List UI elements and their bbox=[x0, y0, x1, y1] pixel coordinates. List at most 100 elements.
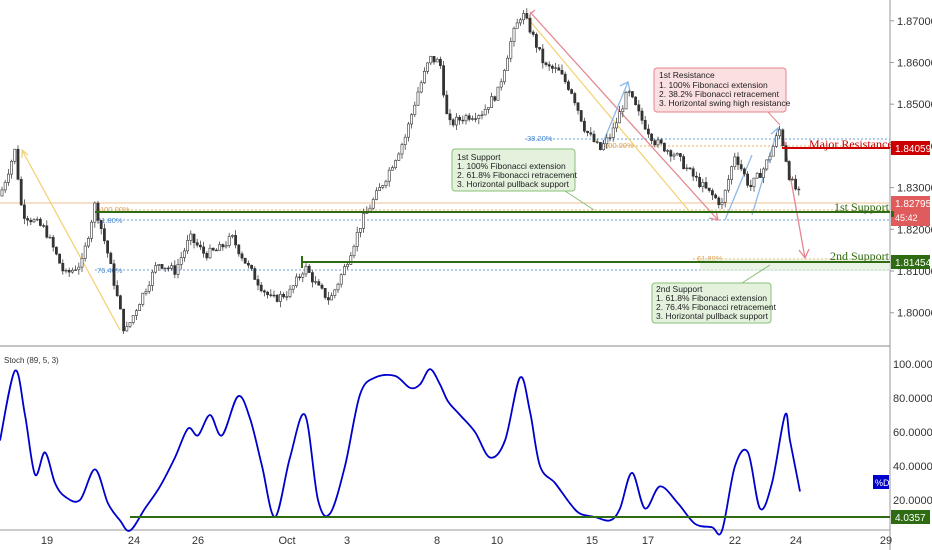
candle-up bbox=[154, 265, 158, 273]
candle-up bbox=[486, 107, 490, 110]
candle-down bbox=[237, 244, 241, 255]
candle-down bbox=[493, 96, 497, 101]
candle-up bbox=[208, 247, 212, 259]
stoch-title[interactable]: Stoch (89, 5, 3) bbox=[4, 356, 59, 365]
second-support-label: 2nd Support bbox=[830, 249, 890, 263]
candle-up bbox=[48, 236, 52, 239]
candle-up bbox=[77, 266, 81, 271]
time-tick-label: 24 bbox=[790, 535, 802, 547]
stoch-tick-label: 100.0000 bbox=[893, 359, 932, 371]
candle-down bbox=[26, 218, 30, 221]
candle-down bbox=[749, 184, 753, 188]
candle-up bbox=[752, 177, 756, 188]
candle-down bbox=[474, 118, 478, 120]
candle-down bbox=[112, 263, 116, 286]
candle-down bbox=[714, 194, 718, 199]
candle-up bbox=[147, 285, 151, 292]
candle-up bbox=[723, 189, 727, 203]
candle-up bbox=[499, 81, 503, 88]
candle-up bbox=[387, 169, 391, 182]
candle-up bbox=[733, 156, 737, 168]
stoch-d-badge bbox=[873, 475, 889, 489]
candle-up bbox=[374, 190, 378, 200]
yellow-arrow-right bbox=[524, 14, 691, 213]
yellow-arrow-left bbox=[21, 149, 121, 331]
pink-arrow-1-head bbox=[708, 210, 719, 221]
candle-down bbox=[199, 244, 202, 248]
price-tick-label: 1.83000 bbox=[897, 183, 932, 195]
support1-note-pointer bbox=[564, 190, 595, 211]
candle-up bbox=[10, 160, 14, 175]
candle-up bbox=[301, 273, 305, 278]
fibonacci-lines bbox=[0, 138, 890, 271]
candle-up bbox=[371, 199, 375, 209]
resistance-note[interactable]: 1st Resistance 1. 100% Fibonacci extensi… bbox=[653, 67, 791, 126]
candle-down bbox=[99, 220, 103, 229]
candle-down bbox=[122, 308, 126, 332]
candle-up bbox=[397, 153, 401, 161]
support1-note[interactable]: 1st Support 1. 100% Fibonacci extension … bbox=[451, 148, 595, 211]
candle-up bbox=[656, 139, 660, 146]
candle-down bbox=[275, 294, 279, 302]
time-tick-label: 8 bbox=[434, 535, 440, 547]
candle-down bbox=[266, 291, 270, 296]
candle-up bbox=[13, 148, 17, 162]
candle-up bbox=[128, 322, 132, 327]
candle-up bbox=[336, 283, 340, 291]
fib-100-left-label: 100.00% bbox=[100, 205, 130, 214]
candle-down bbox=[678, 153, 682, 157]
candle-up bbox=[672, 154, 676, 157]
candle-down bbox=[42, 225, 46, 227]
candle-up bbox=[771, 146, 775, 157]
candle-down bbox=[451, 119, 455, 126]
candle-down bbox=[467, 115, 471, 120]
candle-up bbox=[765, 159, 769, 170]
support2-note[interactable]: 2nd Support 1. 61.8% Fibonacci extension… bbox=[651, 264, 777, 324]
candle-down bbox=[205, 252, 209, 259]
candle-up bbox=[349, 255, 353, 265]
candle-up bbox=[512, 28, 516, 42]
candle-up bbox=[624, 92, 628, 110]
candle-up bbox=[730, 166, 734, 180]
yellow-arrow-left-head bbox=[21, 148, 29, 158]
candle-down bbox=[458, 116, 462, 121]
candle-down bbox=[557, 67, 561, 71]
time-tick-label: 22 bbox=[729, 535, 741, 547]
candle-up bbox=[477, 115, 481, 119]
stoch-level-badge bbox=[891, 510, 930, 524]
major-resistance-label: Major Resistance bbox=[809, 137, 893, 151]
candle-down bbox=[326, 297, 330, 301]
candle-down bbox=[432, 55, 436, 63]
candle-up bbox=[227, 236, 231, 246]
candle-up bbox=[358, 228, 362, 233]
candle-up bbox=[144, 290, 148, 294]
stoch-axis[interactable]: 20.0000 40.0000 60.0000 80.0000 100.0000 bbox=[893, 359, 932, 507]
candle-up bbox=[231, 235, 234, 237]
candle-down bbox=[682, 156, 686, 170]
price-tick-label: 1.82000 bbox=[897, 224, 932, 236]
candle-up bbox=[611, 127, 615, 138]
candle-up bbox=[224, 245, 228, 248]
stoch-group bbox=[0, 368, 801, 536]
candle-down bbox=[797, 188, 801, 191]
candle-down bbox=[259, 284, 263, 292]
candle-up bbox=[189, 233, 193, 241]
candle-down bbox=[250, 264, 254, 269]
time-tick-label: 3 bbox=[344, 535, 350, 547]
candle-down bbox=[272, 294, 276, 297]
candle-down bbox=[576, 102, 580, 111]
support1-note-line-3: 3. Horizontal pullback support bbox=[457, 179, 570, 189]
candle-up bbox=[480, 114, 484, 117]
candle-down bbox=[51, 236, 55, 248]
stoch-tick-label: 80.0000 bbox=[893, 393, 932, 405]
candle-down bbox=[592, 133, 596, 143]
support1-note-box bbox=[451, 148, 576, 192]
candle-up bbox=[352, 246, 356, 257]
blue-arrow-3 bbox=[751, 127, 779, 216]
candle-up bbox=[342, 266, 346, 275]
time-axis[interactable]: 19 24 26 Oct 3 8 10 15 17 22 24 29 bbox=[41, 535, 892, 547]
candle-up bbox=[410, 114, 414, 125]
candle-down bbox=[579, 110, 583, 122]
candle-up bbox=[151, 271, 154, 286]
